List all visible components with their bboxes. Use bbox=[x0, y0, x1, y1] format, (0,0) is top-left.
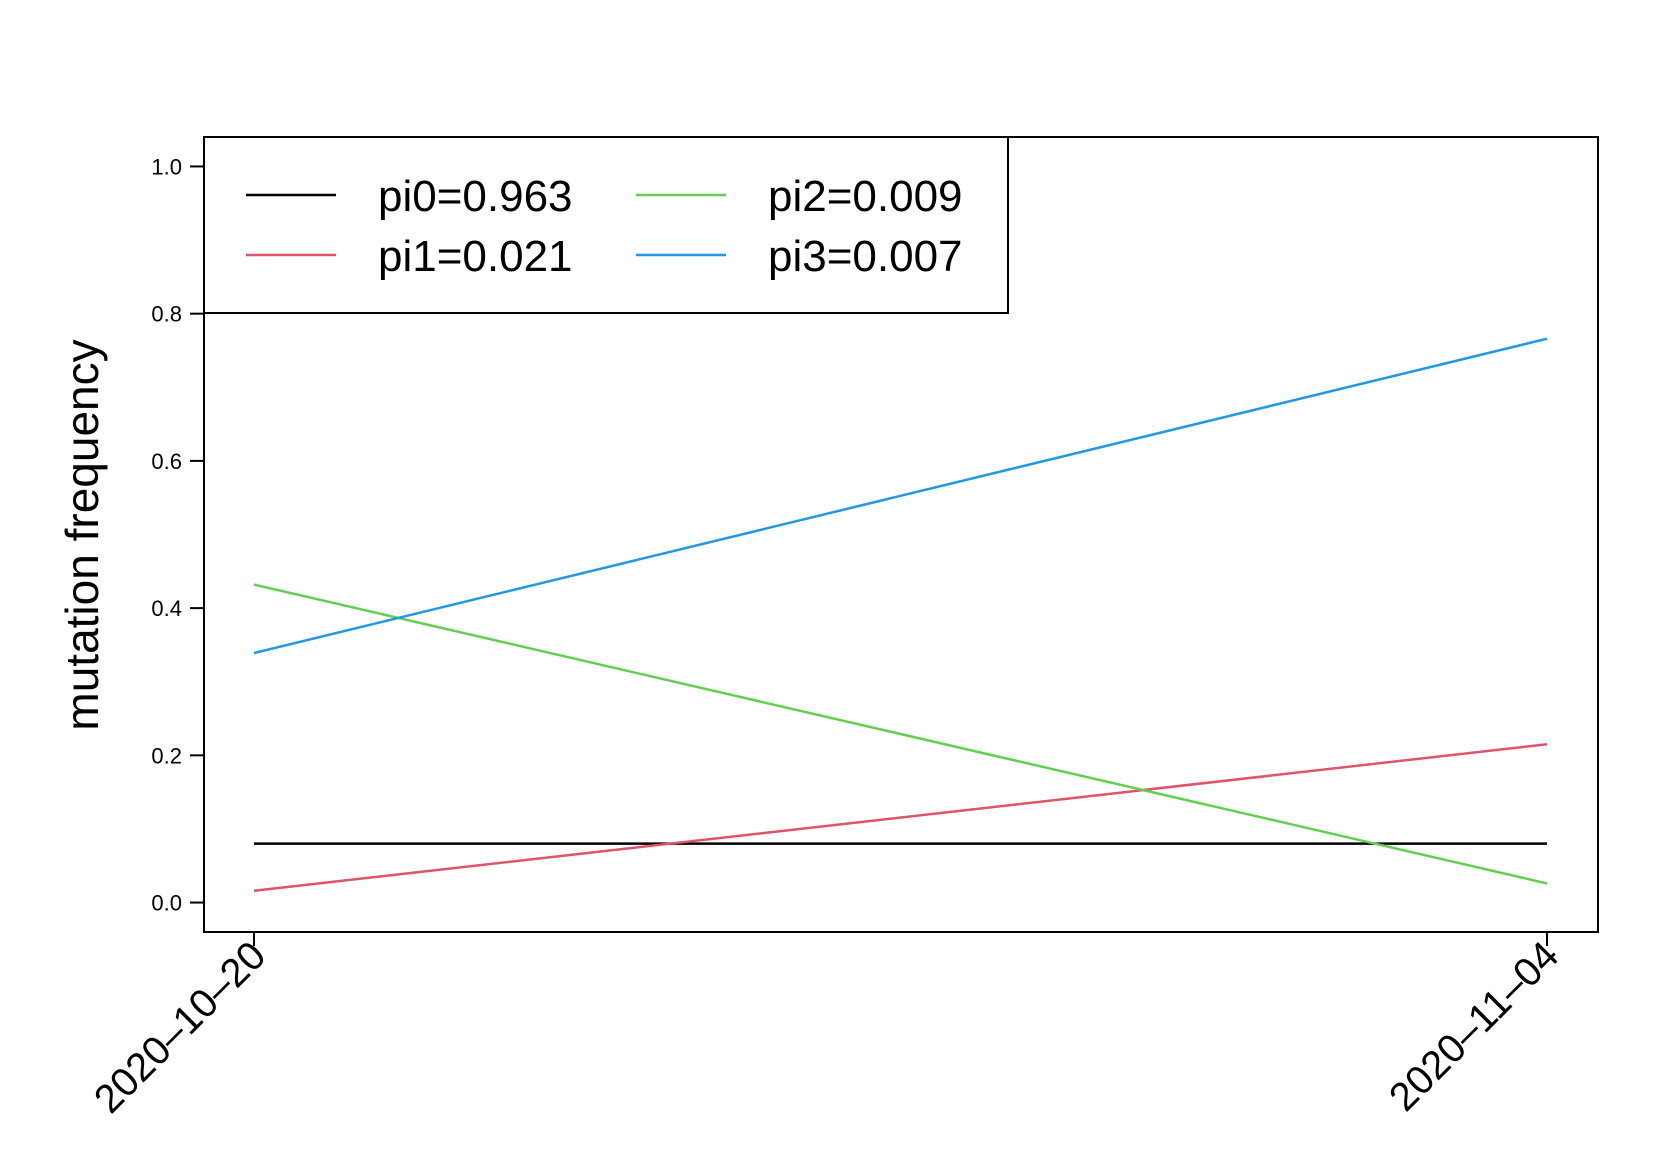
y-tick-label: 0.2 bbox=[151, 743, 182, 768]
legend-label-2: pi2=0.009 bbox=[768, 172, 963, 221]
series-layer bbox=[253, 337, 1548, 893]
legend-label-1: pi1=0.021 bbox=[378, 232, 573, 281]
legend: pi0=0.963 pi1=0.021 pi2=0.009 pi3=0.007 bbox=[203, 136, 1009, 314]
series-line-1 bbox=[253, 743, 1548, 893]
legend-box bbox=[203, 136, 1009, 314]
y-axis: 0.0 0.2 0.4 0.6 0.8 1.0 bbox=[151, 154, 205, 916]
y-tick-label: 0.4 bbox=[151, 596, 182, 621]
y-tick-label: 1.0 bbox=[151, 154, 182, 179]
y-tick-label: 0.0 bbox=[151, 891, 182, 916]
series-line-2 bbox=[253, 583, 1548, 885]
legend-label-3: pi3=0.007 bbox=[768, 232, 963, 281]
legend-label-0: pi0=0.963 bbox=[378, 172, 573, 221]
series-line-3 bbox=[253, 337, 1548, 655]
y-tick-label: 0.6 bbox=[151, 449, 182, 474]
y-tick-label: 0.8 bbox=[151, 302, 182, 327]
y-axis-label: mutation frequency bbox=[56, 339, 108, 730]
